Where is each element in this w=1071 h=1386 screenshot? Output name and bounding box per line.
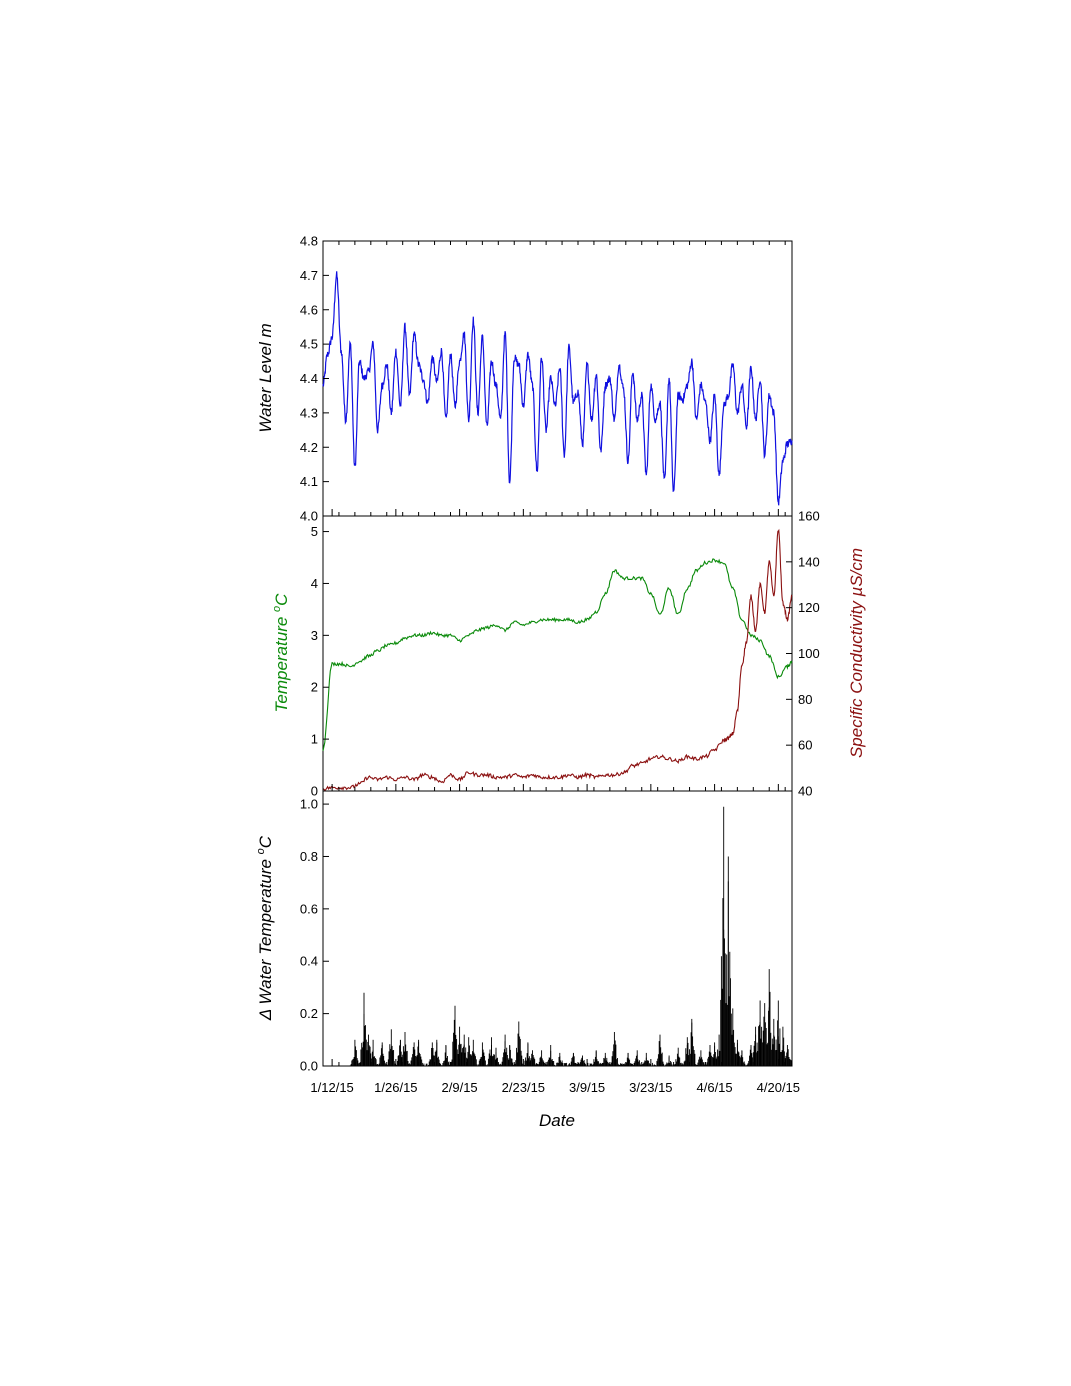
bottom-ylabel-unit: C bbox=[256, 835, 275, 848]
series-layer bbox=[322, 271, 793, 1066]
bottom-y-tick-label: 0.4 bbox=[300, 954, 318, 969]
top-y-tick-label: 4.1 bbox=[300, 474, 318, 489]
middle-ylabel-unit: C bbox=[272, 593, 291, 606]
middle-ylabel-sup: o bbox=[271, 606, 283, 612]
top-y-tick-label: 4.3 bbox=[300, 405, 318, 420]
x-tick-label: 4/20/15 bbox=[757, 1080, 800, 1095]
x-tick-label: 1/26/15 bbox=[374, 1080, 417, 1095]
delta-temperature-spikes bbox=[349, 806, 793, 1066]
bottom-ylabel-text: Water Temperature bbox=[256, 859, 275, 1005]
conductivity-line bbox=[322, 528, 793, 791]
x-tick-label: 4/6/15 bbox=[697, 1080, 733, 1095]
bottom-y-tick-label: 0.8 bbox=[300, 849, 318, 864]
top-y-tick-label: 4.8 bbox=[300, 234, 318, 249]
axes-layer: 1/12/15 1/26/15 2/9/15 2/23/15 3/9/15 3/23/15… bbox=[300, 234, 820, 1096]
middle-y-tick-label: 2 bbox=[311, 680, 318, 695]
middle-right-y-tick-label: 120 bbox=[798, 600, 820, 615]
top-y-tick-label: 4.4 bbox=[300, 371, 318, 386]
water-level-line bbox=[322, 271, 793, 506]
x-tick-label: 3/23/15 bbox=[629, 1080, 672, 1095]
bottom-y-tick-label: 0.2 bbox=[300, 1006, 318, 1021]
top-y-tick-label: 4.0 bbox=[300, 509, 318, 524]
bottom-y-tick-label: 0.0 bbox=[300, 1059, 318, 1074]
middle-y-tick-label: 0 bbox=[311, 784, 318, 799]
middle-right-y-tick-label: 40 bbox=[798, 784, 812, 799]
middle-right-y-tick-label: 60 bbox=[798, 738, 812, 753]
x-tick-label: 1/12/15 bbox=[310, 1080, 353, 1095]
bottom-ylabel: Δ Water Temperature oC bbox=[255, 835, 275, 1021]
x-tick-label: 3/9/15 bbox=[569, 1080, 605, 1095]
middle-right-y-tick-label: 160 bbox=[798, 509, 820, 524]
middle-y2label: Specific Conductivity µS/cm bbox=[847, 548, 866, 758]
middle-right-y-tick-label: 80 bbox=[798, 692, 812, 707]
middle-right-y-tick-label: 140 bbox=[798, 554, 820, 569]
top-ylabel: Water Level m bbox=[256, 323, 275, 432]
bottom-ylabel-sup: o bbox=[255, 848, 267, 854]
bottom-y-tick-label: 0.6 bbox=[300, 901, 318, 916]
middle-y-tick-label: 4 bbox=[311, 576, 318, 591]
top-y-tick-label: 4.7 bbox=[300, 268, 318, 283]
top-y-tick-label: 4.6 bbox=[300, 302, 318, 317]
temperature-line bbox=[322, 558, 793, 752]
top-y-tick-label: 4.5 bbox=[300, 337, 318, 352]
x-tick-label: 2/23/15 bbox=[502, 1080, 545, 1095]
middle-ylabel-text: Temperature bbox=[272, 617, 291, 713]
middle-ylabel: Temperature oC bbox=[271, 593, 291, 713]
bottom-y-tick-label: 1.0 bbox=[300, 797, 318, 812]
bottom-ylabel-delta: Δ bbox=[256, 1009, 275, 1021]
middle-y-tick-label: 3 bbox=[311, 628, 318, 643]
plot-frame-middle bbox=[322, 515, 793, 792]
middle-y-tick-label: 5 bbox=[311, 524, 318, 539]
x-tick-label: 2/9/15 bbox=[442, 1080, 478, 1095]
middle-right-y-tick-label: 100 bbox=[798, 646, 820, 661]
top-y-tick-label: 4.2 bbox=[300, 440, 318, 455]
middle-y-tick-label: 1 bbox=[311, 732, 318, 747]
x-axis-title: Date bbox=[539, 1111, 575, 1130]
